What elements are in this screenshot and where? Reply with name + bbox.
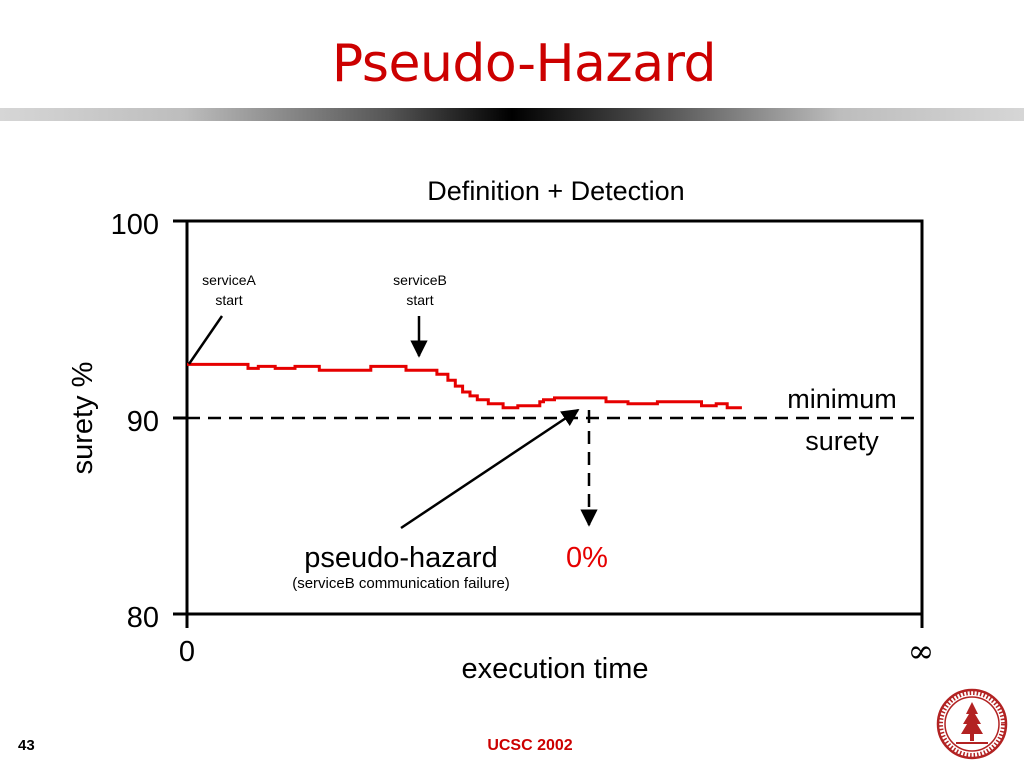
series-line — [187, 362, 742, 410]
serviceB-start-label: start — [406, 292, 433, 308]
pseudo-hazard-label: pseudo-hazard — [304, 542, 497, 574]
university-seal-logo — [936, 688, 1008, 760]
y-tick-label-100: 100 — [111, 209, 159, 241]
y-tick-label-80: 80 — [127, 602, 159, 634]
hazard-value-label: 0% — [566, 542, 608, 574]
x-tick-label-infinity: ∞ — [908, 632, 935, 670]
pseudo-hazard-sublabel: (serviceB communication failure) — [292, 575, 510, 592]
minimum-surety-label-line1: minimum — [787, 384, 897, 414]
footer-text: UCSC 2002 — [487, 737, 573, 754]
serviceA-label: serviceA — [202, 272, 256, 288]
serviceA-arrow — [187, 315, 224, 365]
x-axis-label: execution time — [462, 653, 649, 685]
y-tick-label-90: 90 — [127, 406, 159, 438]
serviceA-start-label: start — [215, 292, 242, 308]
x-tick-label-0: 0 — [179, 636, 195, 668]
page-number: 43 — [18, 737, 35, 754]
pseudo-hazard-pointer — [400, 408, 580, 530]
slide-title: Pseudo-Hazard — [331, 34, 717, 94]
chart-title: Definition + Detection — [427, 176, 684, 206]
title-divider — [0, 108, 1024, 121]
serviceB-label: serviceB — [393, 272, 447, 288]
y-axis-label: surety % — [67, 362, 99, 475]
minimum-surety-label-line2: surety — [805, 426, 879, 456]
